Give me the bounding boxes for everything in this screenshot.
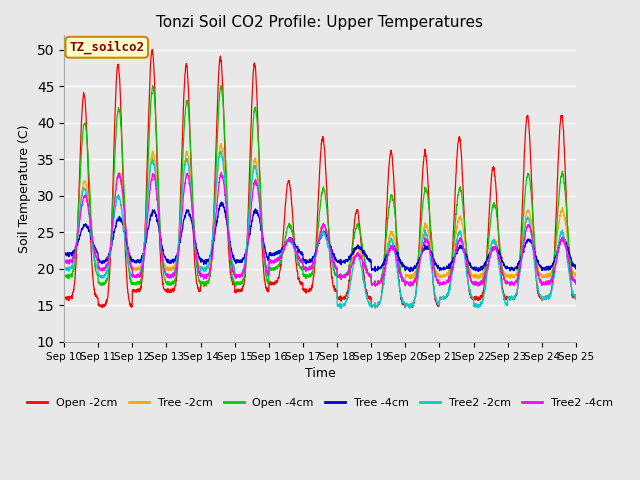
Legend: Open -2cm, Tree -2cm, Open -4cm, Tree -4cm, Tree2 -2cm, Tree2 -4cm: Open -2cm, Tree -2cm, Open -4cm, Tree -4…: [23, 394, 617, 412]
X-axis label: Time: Time: [305, 367, 335, 380]
Y-axis label: Soil Temperature (C): Soil Temperature (C): [18, 124, 31, 253]
Text: TZ_soilco2: TZ_soilco2: [69, 41, 144, 54]
Title: Tonzi Soil CO2 Profile: Upper Temperatures: Tonzi Soil CO2 Profile: Upper Temperatur…: [157, 15, 483, 30]
